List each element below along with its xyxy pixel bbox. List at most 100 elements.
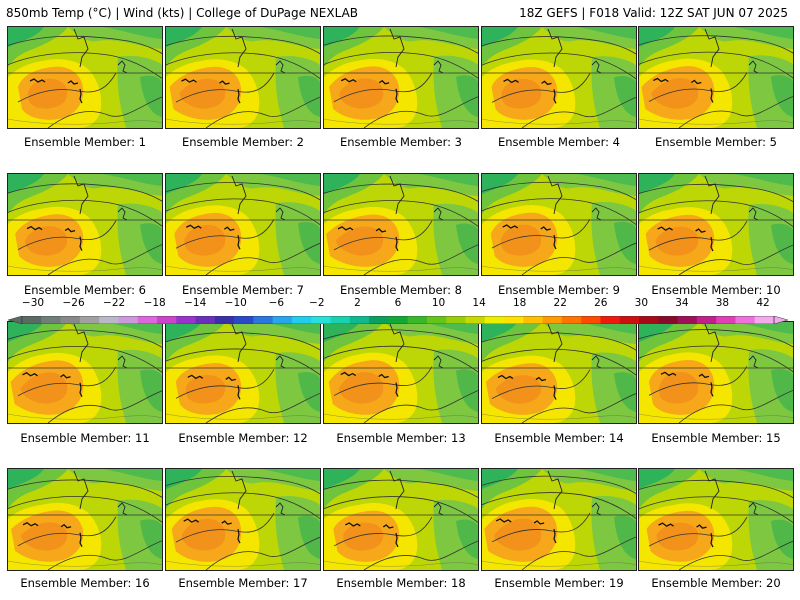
temperature-wind-map: [324, 174, 478, 275]
colorbar-tick-label: 18: [512, 297, 527, 309]
ensemble-member-label: Ensemble Member: 1: [24, 135, 146, 149]
colorbar-segment: [330, 316, 351, 324]
ensemble-member-map: [323, 173, 479, 276]
ensemble-member-map: [481, 468, 637, 571]
temperature-colorbar: [7, 309, 789, 325]
colorbar-tick-label: 42: [756, 297, 770, 309]
temperature-wind-map: [639, 469, 793, 570]
ensemble-member-label: Ensemble Member: 11: [20, 431, 150, 445]
colorbar-tick-label: 38: [715, 297, 730, 309]
ensemble-member-label: Ensemble Member: 2: [182, 135, 304, 149]
colorbar-tick-label: 26: [594, 297, 608, 309]
ensemble-member-label: Ensemble Member: 19: [494, 576, 624, 590]
colorbar-segment: [542, 316, 563, 324]
colorbar-segment: [407, 316, 428, 324]
colorbar-tick-label: 6: [394, 297, 402, 309]
temperature-wind-map: [166, 27, 320, 128]
ensemble-member-map: [638, 173, 794, 276]
colorbar-segment: [504, 316, 524, 324]
ensemble-member-label: Ensemble Member: 17: [178, 576, 308, 590]
ensemble-member-label: Ensemble Member: 18: [336, 576, 466, 590]
colorbar-tick-label: −6: [268, 297, 285, 309]
ensemble-member-map: [7, 26, 163, 129]
colorbar-segment: [272, 316, 293, 324]
colorbar-tick-label: 14: [472, 297, 486, 309]
temperature-wind-map: [166, 469, 320, 570]
ensemble-member-label: Ensemble Member: 12: [178, 431, 308, 445]
ensemble-member-label: Ensemble Member: 3: [340, 135, 462, 149]
colorbar-tick-label: −22: [103, 297, 126, 309]
temperature-wind-map: [639, 174, 793, 275]
temperature-wind-map: [482, 469, 636, 570]
colorbar-segment: [426, 316, 447, 324]
colorbar-segment: [600, 316, 621, 324]
colorbar-segment: [735, 316, 756, 324]
colorbar-segment: [754, 316, 775, 324]
temperature-wind-map: [482, 322, 636, 423]
ensemble-member-map: [165, 468, 321, 571]
ensemble-member-map: [638, 26, 794, 129]
ensemble-member-map: [7, 321, 163, 424]
colorbar-segment: [79, 316, 100, 324]
colorbar-segment: [677, 316, 698, 324]
ensemble-member-map: [481, 173, 637, 276]
colorbar-tick-label: −18: [143, 297, 166, 309]
colorbar-segment: [22, 316, 42, 324]
colorbar-tick-label: 10: [431, 297, 446, 309]
ensemble-member-map: [638, 321, 794, 424]
colorbar-tick-label: −2: [309, 297, 325, 309]
colorbar-segment: [99, 316, 119, 324]
temperature-wind-map: [8, 174, 162, 275]
colorbar-tick-label: −14: [184, 297, 207, 309]
temperature-wind-map: [8, 469, 162, 570]
colorbar-segment: [523, 316, 544, 324]
ensemble-member-label: Ensemble Member: 14: [494, 431, 624, 445]
colorbar-segment: [311, 316, 332, 324]
temperature-wind-map: [482, 174, 636, 275]
colorbar-segment: [41, 316, 62, 324]
ensemble-member-label: Ensemble Member: 9: [498, 283, 620, 297]
temperature-wind-map: [166, 174, 320, 275]
colorbar-segment: [137, 316, 158, 324]
temperature-wind-map: [324, 469, 478, 570]
colorbar-segment: [696, 316, 717, 324]
temperature-wind-map: [324, 322, 478, 423]
ensemble-member-map: [323, 26, 479, 129]
valid-time: 18Z GEFS | F018 Valid: 12Z SAT JUN 07 20…: [519, 6, 788, 20]
colorbar-segment: [639, 316, 659, 324]
ensemble-member-label: Ensemble Member: 4: [498, 135, 620, 149]
temperature-wind-map: [482, 27, 636, 128]
ensemble-member-map: [481, 26, 637, 129]
colorbar-segment: [716, 316, 736, 324]
colorbar-segment: [349, 316, 370, 324]
colorbar-segment: [234, 316, 254, 324]
colorbar-tick-label: 2: [354, 297, 361, 309]
colorbar-left-arrow: [7, 315, 23, 325]
colorbar-segment: [214, 316, 235, 324]
product-title: 850mb Temp (°C) | Wind (kts) | College o…: [6, 6, 359, 20]
ensemble-member-label: Ensemble Member: 6: [24, 283, 146, 297]
colorbar-segment: [176, 316, 197, 324]
colorbar-segment: [446, 316, 466, 324]
colorbar-segment: [291, 316, 312, 324]
colorbar-segment: [619, 316, 640, 324]
temperature-wind-map: [166, 322, 320, 423]
ensemble-member-map: [323, 468, 479, 571]
ensemble-member-label: Ensemble Member: 10: [651, 283, 781, 297]
ensemble-member-label: Ensemble Member: 7: [182, 283, 304, 297]
ensemble-member-label: Ensemble Member: 8: [340, 283, 462, 297]
colorbar-segment: [253, 316, 274, 324]
colorbar-segment: [581, 316, 601, 324]
colorbar-tick-label: 30: [634, 297, 649, 309]
ensemble-member-map: [165, 26, 321, 129]
ensemble-member-map: [323, 321, 479, 424]
colorbar-segment: [195, 316, 216, 324]
colorbar-segment: [561, 316, 582, 324]
colorbar-segment: [369, 316, 389, 324]
ensemble-member-map: [638, 468, 794, 571]
colorbar-segment: [60, 316, 81, 324]
ensemble-member-map: [7, 468, 163, 571]
colorbar-right-arrow: [773, 315, 789, 325]
temperature-wind-map: [8, 322, 162, 423]
ensemble-member-label: Ensemble Member: 15: [651, 431, 781, 445]
